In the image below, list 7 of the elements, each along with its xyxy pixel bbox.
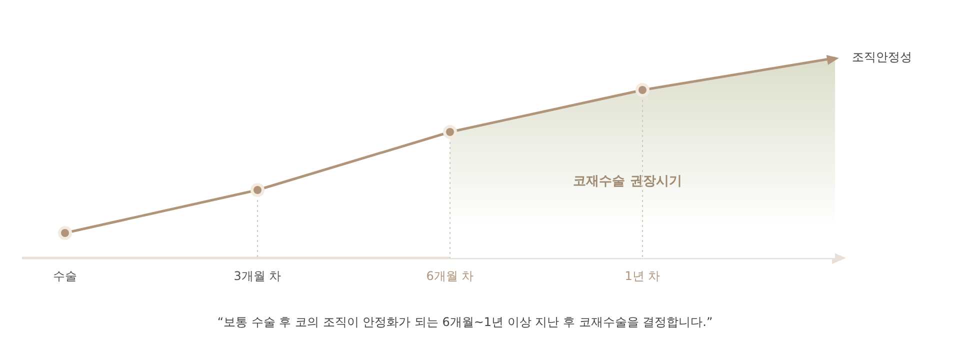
text: “보통 수술 후 코의 조직이 안정화가 되는 6개월~1년 이상 지난 후 코재수술을 결정합니다.” bbox=[217, 315, 713, 329]
x-tick-label: 6개월 차 bbox=[426, 269, 474, 283]
x-tick-label: 1년 차 bbox=[624, 269, 660, 283]
annotation: 코재수술 권장시기 bbox=[573, 174, 682, 189]
y-axis-title: 조직안정성 bbox=[852, 50, 912, 64]
x-tick-label: 3개월 차 bbox=[234, 269, 282, 283]
x-tick-label: 수술 bbox=[53, 269, 77, 283]
